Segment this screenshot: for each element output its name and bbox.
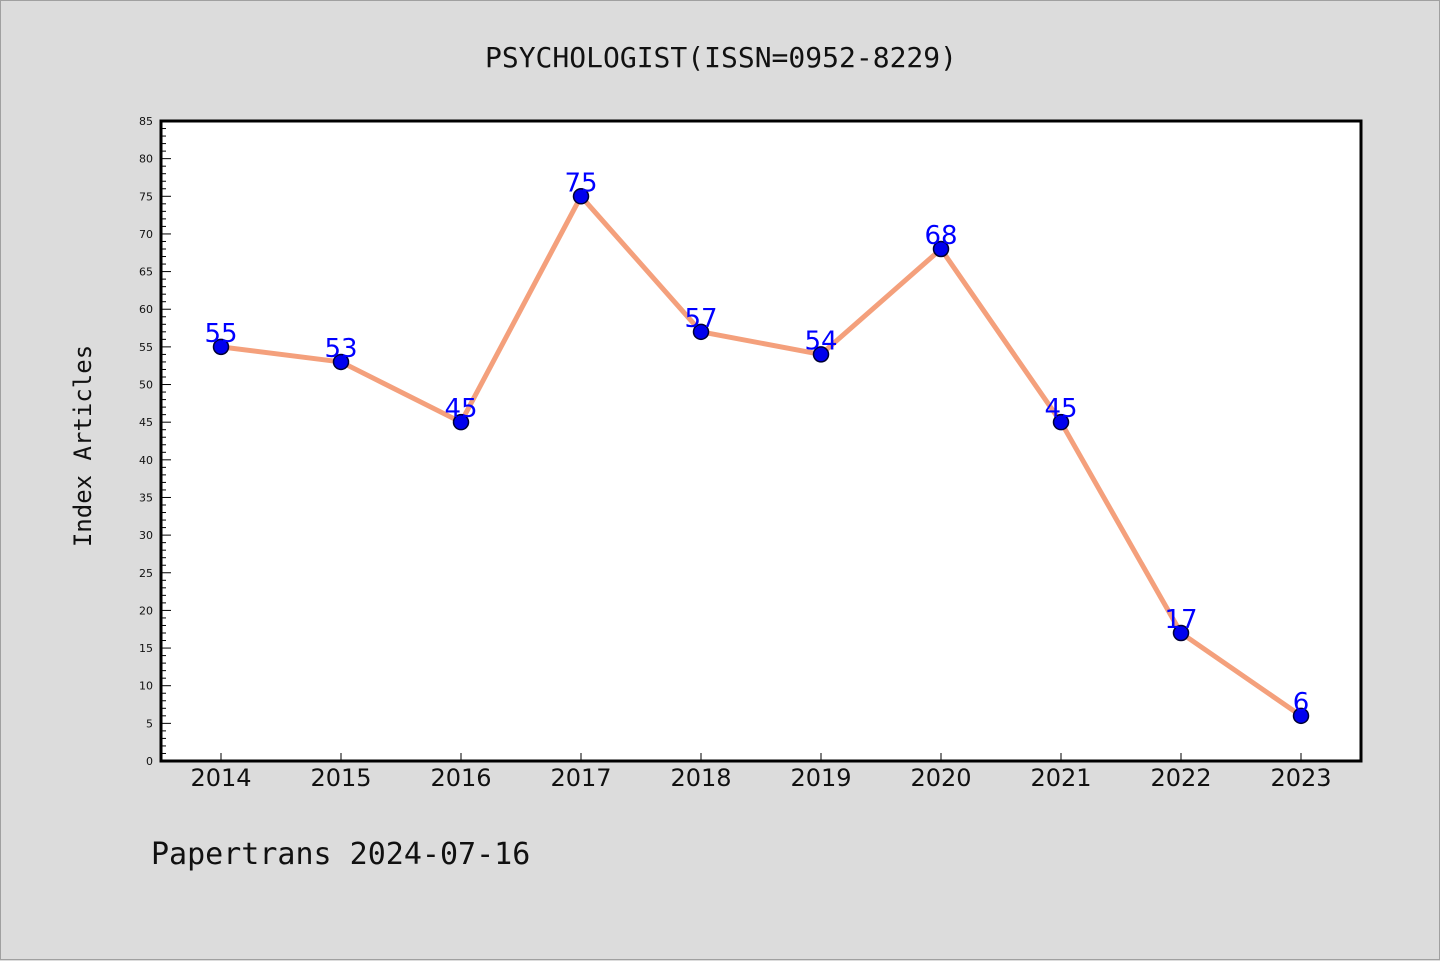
data-label: 75: [564, 168, 597, 198]
x-tick-label: 2018: [670, 764, 731, 792]
x-tick-label: 2021: [1030, 764, 1091, 792]
chart-title: PSYCHOLOGIST(ISSN=0952-8229): [485, 41, 957, 74]
x-tick-label: 2015: [310, 764, 371, 792]
y-tick-label: 10: [139, 680, 153, 693]
series-line: [218, 193, 1304, 719]
y-tick-label: 85: [139, 115, 153, 128]
series-layer: 55 53 45 75 57 54 68 45 17 6: [204, 168, 1310, 725]
y-tick-label: 15: [139, 642, 153, 655]
x-tick-label: 2022: [1150, 764, 1211, 792]
y-tick-label: 50: [139, 379, 153, 392]
y-axis-label: Index Articles: [69, 345, 97, 547]
x-axis: 2014 2015 2016 2017 2018 2019 2020 2021 2022 2023: [190, 753, 1332, 792]
data-label: 53: [324, 334, 357, 364]
y-tick-label: 20: [139, 604, 153, 617]
data-point: [812, 346, 830, 363]
x-tick-label: 2020: [910, 764, 971, 792]
y-tick-label: 30: [139, 529, 153, 542]
y-tick-label: 55: [139, 341, 153, 354]
y-tick-label: 80: [139, 153, 153, 166]
data-label: 57: [684, 304, 717, 334]
data-label: 6: [1293, 688, 1310, 718]
data-point: [1052, 413, 1070, 431]
y-tick-label: 0: [146, 755, 153, 768]
data-point: [932, 240, 950, 258]
x-tick-label: 2017: [550, 764, 611, 792]
footer-text: Papertrans 2024-07-16: [151, 837, 530, 872]
data-point: [572, 188, 590, 205]
data-label: 45: [444, 394, 477, 424]
data-label: 17: [1164, 605, 1197, 635]
data-label: 68: [924, 221, 957, 251]
data-point: [1292, 707, 1310, 725]
data-point: [1172, 624, 1190, 642]
y-tick-label: 5: [146, 717, 153, 730]
y-tick-label: 45: [139, 416, 153, 429]
data-label: 54: [804, 326, 837, 356]
x-tick-label: 2014: [190, 764, 251, 792]
x-tick-label: 2023: [1270, 764, 1331, 792]
x-tick-label: 2016: [430, 764, 491, 792]
data-point: [332, 353, 350, 371]
plot-area: [161, 121, 1361, 761]
y-tick-label: 35: [139, 491, 153, 504]
data-label: 45: [1044, 394, 1077, 424]
plot-border: [159, 119, 1363, 763]
y-tick-label: 75: [139, 190, 153, 203]
data-point: [212, 338, 230, 356]
data-label: 55: [204, 319, 237, 349]
y-tick-label: 25: [139, 567, 153, 580]
y-tick-label: 60: [139, 303, 153, 316]
data-point: [692, 323, 710, 341]
x-tick-label: 2019: [790, 764, 851, 792]
y-tick-label: 65: [139, 266, 153, 279]
y-tick-label: 70: [139, 228, 153, 241]
data-point: [452, 413, 470, 431]
y-tick-label: 40: [139, 454, 153, 467]
